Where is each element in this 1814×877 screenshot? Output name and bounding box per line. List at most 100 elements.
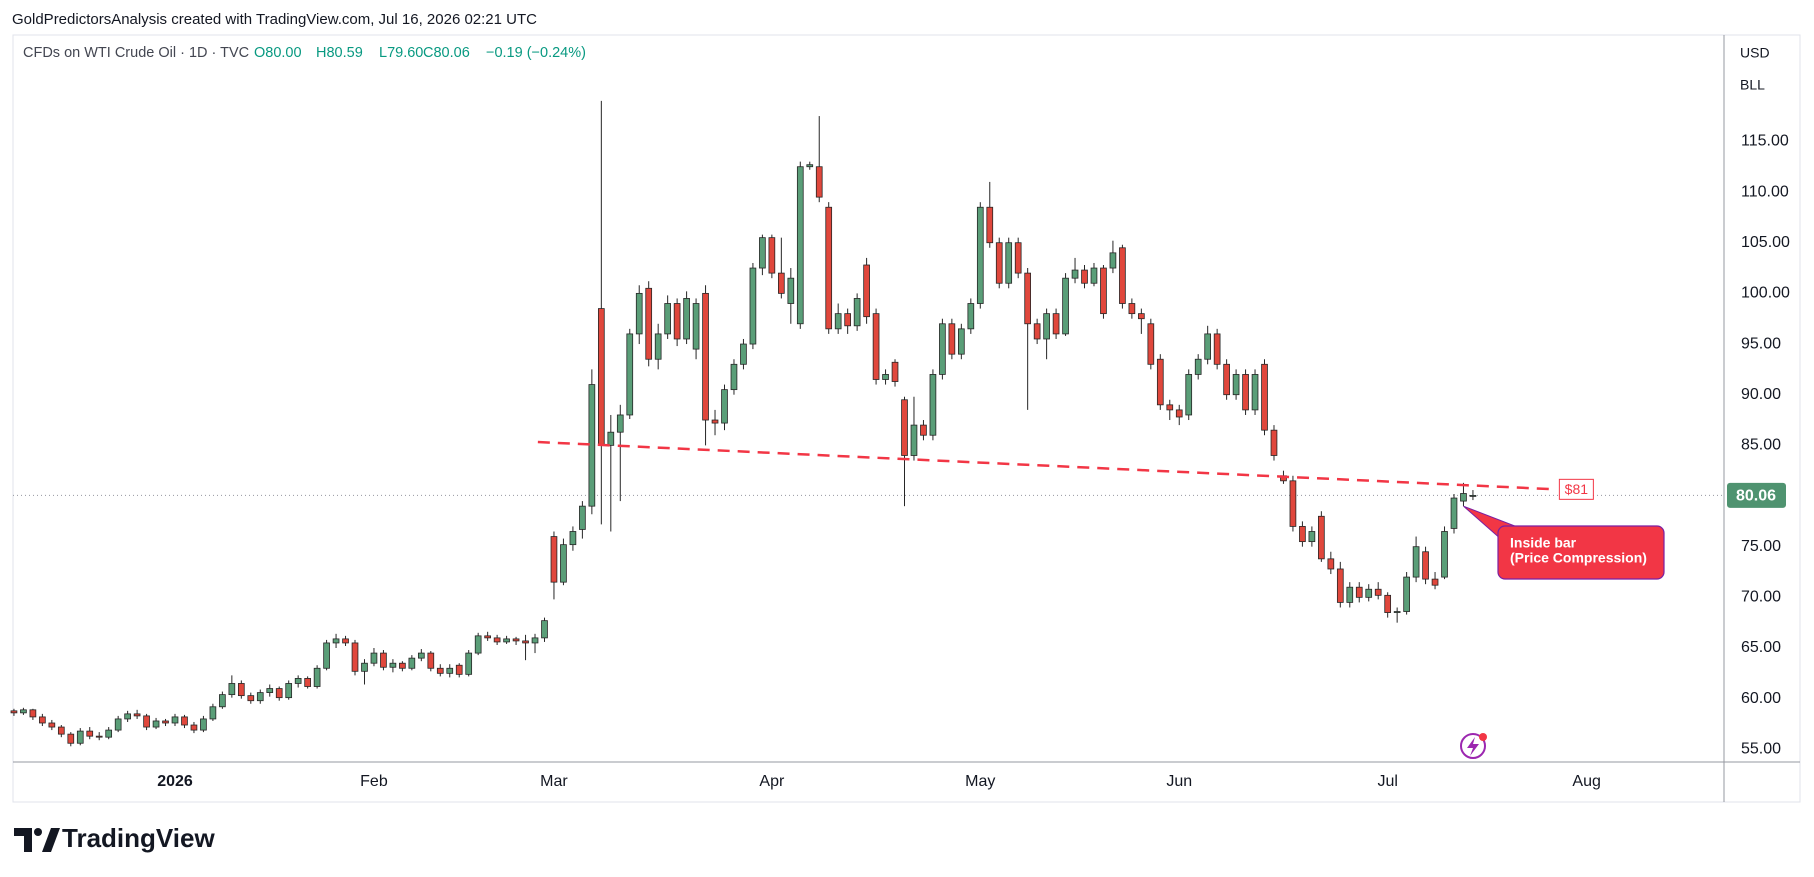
candle-body [683,298,690,340]
chart-frame [12,34,1801,803]
candle-body [10,710,18,714]
candle-body [1393,611,1401,613]
candle-body [1071,269,1079,279]
candle-body [1412,546,1420,578]
candle-body [1327,558,1335,570]
callout-text: (Price Compression) [1510,550,1647,566]
candle-body [1119,247,1126,304]
candle-body [759,237,766,269]
candle-body [1043,313,1050,340]
candle-body [1062,277,1069,335]
unit[interactable]: BLL [1740,77,1765,93]
y-tick-label: 95.00 [1741,335,1781,352]
lightning-icon[interactable] [1460,733,1487,759]
candle-body [95,735,103,738]
y-tick-label: 75.00 [1741,538,1781,555]
candle-body [20,709,27,714]
x-tick-label: Feb [360,773,388,790]
legend-open: O80.00 [254,45,302,61]
candle-body [626,333,634,416]
trendline [537,440,1556,491]
candle-body [48,722,56,728]
candle-body [995,242,1003,284]
candle-body [986,206,994,244]
candle-body [1308,531,1316,543]
candle-body [787,277,795,304]
candle-body [522,640,529,644]
y-tick-label: 85.00 [1741,437,1781,454]
candle-body [1052,313,1060,335]
candle-body [219,694,226,708]
last-price-box [1727,482,1786,508]
candle-body [465,652,473,675]
candle-body [1185,374,1193,416]
x-tick-label: Apr [759,773,785,790]
candle-body [664,303,671,335]
candle-body [1242,374,1249,411]
candle-body [228,683,236,696]
x-tick-label: Aug [1572,773,1600,790]
candle-body [503,638,510,643]
candle-body [313,667,321,687]
candle-body [1232,374,1240,396]
x-tick-label: Mar [540,773,568,790]
x-tick-label: Jun [1166,773,1192,790]
candle-body [484,635,491,639]
currency[interactable]: USD [1740,45,1770,61]
candle-body [512,638,520,642]
candle-body [1194,358,1202,375]
candle-body [455,664,463,675]
candle-body [872,313,880,380]
candle-body [541,620,548,639]
candle-body [427,652,435,669]
candle-body [768,237,776,274]
candle-body [323,642,330,669]
candle-body [1033,323,1041,340]
candle-body [1128,303,1136,315]
candle-body [1422,551,1429,580]
candle-body [105,729,113,738]
candle-body [976,206,984,304]
candle-body [1005,242,1013,284]
candle-body [275,688,283,699]
candle-body [342,638,349,644]
y-tick-label: 60.00 [1741,690,1781,707]
candle-body [399,662,406,669]
candle-body [929,374,937,436]
candle-body [1138,313,1145,320]
x-tick-label: Jul [1377,773,1397,790]
candle-body [1355,586,1363,598]
candle-body [408,657,416,669]
candle-body [1469,495,1477,497]
candle-body [39,716,46,724]
candle-body [550,536,558,583]
candle-body [825,206,833,330]
overlay: $81 Inside bar(Price Compression) [537,440,1665,580]
candle-body [1081,269,1088,284]
brand-name: TradingView [62,823,215,853]
candle-body [1251,374,1259,411]
trendline-label-box [1558,478,1594,500]
candle-body [152,720,160,728]
x-tick-label: May [965,773,995,790]
candle-body [721,389,728,424]
candle-body [29,709,37,718]
candle-body [1147,323,1155,365]
candle-body [920,424,927,436]
candle-body [67,733,75,744]
candle-body [256,692,264,702]
candle-body [1175,409,1183,418]
candle-body [285,683,293,699]
candle-body [143,715,150,728]
candle-body [1223,363,1230,396]
y-tick-label: 115.00 [1741,133,1789,150]
candle-body [124,713,131,720]
candle-body [1156,358,1164,406]
legend-title: CFDs on WTI Crude Oil · 1D · TVC [23,45,249,61]
candle-body [361,662,368,672]
callout-text: Inside bar [1510,535,1577,551]
candle-body [740,343,747,365]
candle-body [711,419,719,424]
candle-body [891,361,899,382]
y-tick-label: 70.00 [1741,589,1781,606]
